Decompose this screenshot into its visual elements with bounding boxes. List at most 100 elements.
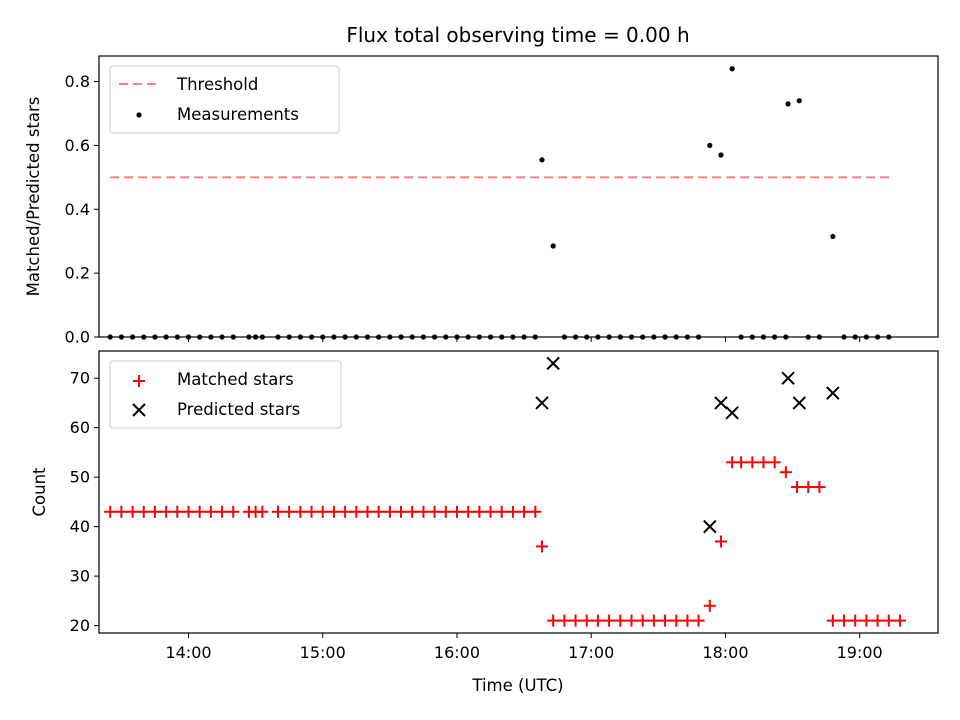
- matched-star-point: [591, 614, 604, 627]
- matched-star-point: [757, 456, 770, 469]
- matched-star-point: [614, 614, 627, 627]
- matched-star-point: [636, 614, 649, 627]
- matched-star-point: [126, 505, 139, 518]
- matched-star-point: [535, 540, 548, 553]
- matched-star-point: [484, 505, 497, 518]
- matched-star-point: [271, 505, 284, 518]
- bottom-axes-frame: [98, 350, 939, 634]
- matched-star-point: [746, 456, 759, 469]
- matched-star-point: [871, 614, 884, 627]
- matched-star-point: [506, 505, 519, 518]
- bottom-y-tick-label: 60: [70, 418, 90, 437]
- legend-measurements-label: Measurements: [177, 105, 299, 124]
- matched-star-point: [518, 505, 531, 518]
- matched-star-point: [838, 614, 851, 627]
- matched-star-point: [372, 505, 385, 518]
- matched-star-point: [316, 505, 329, 518]
- bottom-x-tick-label: 15:00: [300, 643, 346, 662]
- top-y-ticks: 0.0 0.2 0.4 0.6 0.8: [65, 72, 99, 347]
- matched-star-point: [148, 505, 161, 518]
- matched-star-point: [569, 614, 582, 627]
- measurement-point: [539, 157, 545, 163]
- measurement-point: [796, 98, 802, 104]
- predicted-star-point: [781, 371, 795, 385]
- matched-star-point: [495, 505, 508, 518]
- matched-star-point: [791, 481, 804, 494]
- matched-star-point: [182, 505, 195, 518]
- matched-star-point: [893, 614, 906, 627]
- matched-star-point: [558, 614, 571, 627]
- matched-star-point: [659, 614, 672, 627]
- matched-star-point: [327, 505, 340, 518]
- matched-star-point: [428, 505, 441, 518]
- matched-star-point: [670, 614, 683, 627]
- bottom-x-axis-label: Time (UTC): [471, 676, 563, 695]
- top-y-tick-label: 0.6: [65, 136, 90, 155]
- predicted-stars-points: [535, 356, 840, 534]
- matched-star-point: [768, 456, 781, 469]
- bottom-legend-box: [109, 360, 342, 429]
- matched-star-point: [171, 505, 184, 518]
- legend-threshold-label: Threshold: [176, 75, 258, 94]
- bottom-legend: Matched stars Predicted stars: [109, 360, 342, 429]
- matched-star-point: [137, 505, 150, 518]
- measurement-point: [550, 243, 556, 249]
- matched-star-point: [625, 614, 638, 627]
- matched-star-point: [703, 599, 716, 612]
- matched-star-point: [547, 614, 560, 627]
- matched-star-point: [882, 614, 895, 627]
- matched-star-point: [383, 505, 396, 518]
- matched-star-point: [692, 614, 705, 627]
- matched-star-point: [204, 505, 217, 518]
- bottom-x-ticks: 14:00 15:00 16:00 17:00 18:00 19:00: [165, 633, 883, 662]
- matched-star-point: [104, 505, 117, 518]
- bottom-x-tick-label: 16:00: [434, 643, 480, 662]
- matched-star-point: [802, 481, 815, 494]
- matched-star-point: [826, 614, 839, 627]
- measurement-point: [707, 142, 713, 149]
- legend-predicted-label: Predicted stars: [177, 400, 300, 419]
- chart-title: Flux total observing time = 0.00 h: [346, 23, 689, 47]
- top-legend-box: [109, 65, 340, 134]
- predicted-star-point: [714, 396, 728, 410]
- matched-star-point: [714, 535, 727, 548]
- bottom-x-tick-label: 14:00: [165, 643, 211, 662]
- top-y-tick-label: 0.0: [65, 328, 90, 347]
- matched-star-point: [256, 505, 269, 518]
- top-y-tick-label: 0.8: [65, 72, 90, 91]
- matched-star-point: [417, 505, 430, 518]
- matched-star-point: [439, 505, 452, 518]
- legend-measurements-swatch: [136, 112, 142, 118]
- predicted-star-point: [725, 406, 739, 420]
- matched-star-point: [450, 505, 463, 518]
- top-axes-frame: [98, 55, 939, 338]
- legend-matched-swatch: [133, 375, 145, 387]
- predicted-star-point: [535, 396, 549, 410]
- bottom-y-tick-label: 40: [70, 517, 90, 536]
- predicted-star-point: [792, 396, 806, 410]
- matched-star-point: [860, 614, 873, 627]
- matched-star-point: [473, 505, 486, 518]
- bottom-x-tick-label: 19:00: [837, 643, 883, 662]
- top-legend: Threshold Measurements: [109, 65, 340, 134]
- predicted-star-point: [703, 519, 717, 534]
- matched-stars-points: [104, 456, 906, 627]
- measurement-point: [718, 152, 724, 158]
- legend-matched-label: Matched stars: [177, 370, 294, 389]
- matched-star-point: [115, 505, 128, 518]
- matched-star-point: [735, 456, 748, 469]
- bottom-panel: 20 30 40 50 60 70 14:00 15:00 16:00 17:00 18:00 19…: [30, 350, 939, 695]
- matched-star-point: [813, 481, 826, 494]
- matched-star-point: [529, 505, 542, 518]
- measurement-point: [830, 233, 836, 240]
- predicted-star-point: [546, 356, 560, 371]
- matched-star-point: [681, 614, 694, 627]
- matched-star-point: [462, 505, 475, 518]
- top-y-tick-label: 0.2: [65, 264, 90, 283]
- bottom-y-tick-label: 20: [70, 616, 90, 635]
- matched-star-point: [779, 466, 792, 479]
- bottom-y-axis-label: Count: [30, 467, 49, 517]
- top-y-tick-label: 0.4: [65, 200, 90, 219]
- matched-star-point: [849, 614, 862, 627]
- matched-star-point: [395, 505, 408, 518]
